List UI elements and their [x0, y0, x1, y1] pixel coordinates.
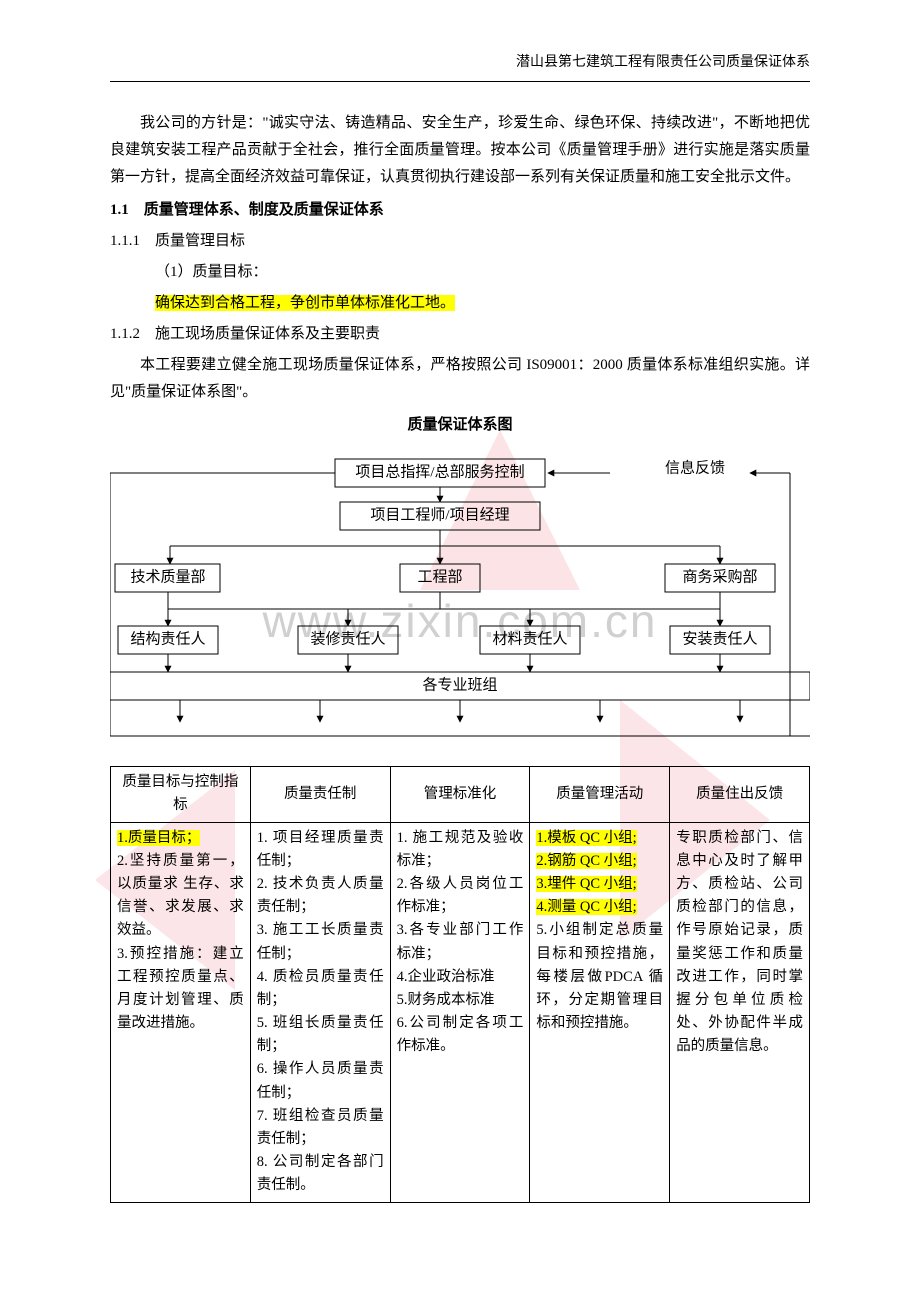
th-col5: 质量住出反馈: [670, 767, 810, 822]
hl-item: 3.埋件 QC 小组;: [536, 876, 636, 892]
txt: 2.各级人员岗位工作标准；: [397, 876, 524, 915]
txt: 3.预控措施：建立工程预控质量点、月度计划管理、质量改进措施。: [117, 946, 244, 1032]
txt: 8. 公司制定各部门责任制。: [257, 1154, 384, 1193]
hl-item: 2.钢筋 QC 小组;: [536, 853, 636, 869]
node-resp-inst: 安装责任人: [682, 631, 757, 648]
node-teams: 各专业班组: [422, 677, 497, 694]
node-commander: 项目总指挥/总部服务控制: [355, 464, 524, 481]
body-paragraph-2: 本工程要建立健全施工现场质量保证体系，严格按照公司 IS09001：2000 质…: [110, 352, 810, 406]
quality-table: 质量目标与控制指标 质量责任制 管理标准化 质量管理活动 质量住出反馈 1.质量…: [110, 766, 810, 1202]
txt: 4. 质检员质量责任制；: [257, 969, 384, 1008]
cell-col4: 1.模板 QC 小组; 2.钢筋 QC 小组; 3.埋件 QC 小组; 4.测量…: [530, 822, 670, 1202]
intro-paragraph: 我公司的方针是："诚实守法、铸造精品、安全生产，珍爱生命、绿色环保、持续改进"，…: [110, 110, 810, 191]
cell-col2: 1. 项目经理质量责任制； 2. 技术负责人质量责任制； 3. 施工工长质量责任…: [250, 822, 390, 1202]
flowchart-svg: 项目总指挥/总部服务控制 信息反馈 项目工程师/项目经理 技术质量部 工程部 商…: [110, 454, 810, 764]
txt: 3.各专业部门工作标准；: [397, 922, 524, 961]
table-header-row: 质量目标与控制指标 质量责任制 管理标准化 质量管理活动 质量住出反馈: [111, 767, 810, 822]
node-dept-tech: 技术质量部: [130, 569, 205, 586]
flowchart: 项目总指挥/总部服务控制 信息反馈 项目工程师/项目经理 技术质量部 工程部 商…: [110, 454, 810, 764]
table-row: 1.质量目标； 2.坚持质量第一，以质量求 生存、求信誉、求发展、求效益。 3.…: [111, 822, 810, 1202]
txt: 6.公司制定各项工作标准。: [397, 1015, 524, 1054]
txt: 1. 项目经理质量责任制；: [257, 830, 384, 869]
txt: 7. 班组检查员质量责任制；: [257, 1108, 384, 1147]
hl-item: 1.质量目标；: [117, 830, 200, 846]
txt: 5.小组制定总质量目标和预控措施，每楼层做PDCA 循环，分定期管理目标和预控措…: [536, 922, 663, 1031]
txt: 4.企业政治标准: [397, 969, 495, 985]
txt: 5.财务成本标准: [397, 992, 495, 1008]
heading-1-1: 1.1 质量管理体系、制度及质量保证体系: [110, 197, 810, 224]
heading-1-1-1: 1.1.1 质量管理目标: [110, 228, 810, 255]
txt: 5. 班组长质量责任制；: [257, 1015, 384, 1054]
txt: 1. 施工规范及验收标准；: [397, 830, 524, 869]
th-col4: 质量管理活动: [530, 767, 670, 822]
node-dept-biz: 商务采购部: [682, 569, 757, 586]
node-resp-struct: 结构责任人: [130, 631, 205, 648]
highlight-target-line: 确保达到合格工程，争创市单体标准化工地。: [110, 290, 810, 317]
hl-item: 4.测量 QC 小组;: [536, 899, 636, 915]
txt: 3. 施工工长质量责任制；: [257, 922, 384, 961]
th-col1: 质量目标与控制指标: [111, 767, 251, 822]
th-col2: 质量责任制: [250, 767, 390, 822]
label-quality-target: （1）质量目标：: [155, 259, 810, 286]
hl-item: 1.模板 QC 小组;: [536, 830, 636, 846]
document-page: www.zixin.com.cn 潜山县第七建筑工程有限责任公司质量保证体系 我…: [0, 0, 920, 1302]
node-resp-deco: 装修责任人: [310, 631, 385, 648]
cell-col5: 专职质检部门、信息中心及时了解甲方、质检站、公司质检部门的信息，作号原始记录，质…: [670, 822, 810, 1202]
highlight-span: 确保达到合格工程，争创市单体标准化工地。: [155, 295, 455, 311]
label-feedback: 信息反馈: [665, 460, 725, 477]
node-resp-mat: 材料责任人: [492, 631, 567, 648]
page-header: 潜山县第七建筑工程有限责任公司质量保证体系: [110, 50, 810, 82]
txt: 专职质检部门、信息中心及时了解甲方、质检站、公司质检部门的信息，作号原始记录，质…: [676, 830, 803, 1055]
diagram-title: 质量保证体系图: [110, 412, 810, 439]
txt: 2. 技术负责人质量责任制；: [257, 876, 384, 915]
txt: 6. 操作人员质量责任制；: [257, 1061, 384, 1100]
cell-col1: 1.质量目标； 2.坚持质量第一，以质量求 生存、求信誉、求发展、求效益。 3.…: [111, 822, 251, 1202]
node-engineer: 项目工程师/项目经理: [370, 507, 509, 524]
node-dept-eng: 工程部: [417, 569, 462, 586]
th-col3: 管理标准化: [390, 767, 530, 822]
heading-1-1-2: 1.1.2 施工现场质量保证体系及主要职责: [110, 321, 810, 348]
cell-col3: 1. 施工规范及验收标准； 2.各级人员岗位工作标准； 3.各专业部门工作标准；…: [390, 822, 530, 1202]
